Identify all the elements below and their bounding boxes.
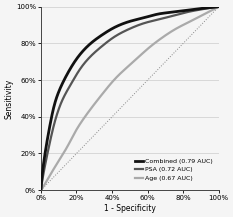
X-axis label: 1 - Specificity: 1 - Specificity [104, 204, 156, 213]
Legend: Combined (0.79 AUC), PSA (0.72 AUC), Age (0.67 AUC): Combined (0.79 AUC), PSA (0.72 AUC), Age… [133, 156, 216, 183]
Y-axis label: Sensitivity: Sensitivity [4, 78, 13, 118]
